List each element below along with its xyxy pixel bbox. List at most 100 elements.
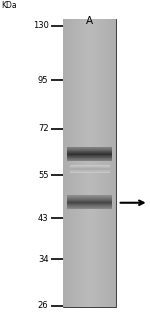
Bar: [100, 19, 101, 306]
Bar: [82, 19, 83, 306]
Bar: [70, 172, 110, 173]
Bar: [67, 200, 112, 202]
Bar: [67, 160, 112, 161]
Bar: [67, 156, 112, 157]
Bar: [67, 196, 112, 198]
Bar: [80, 19, 81, 306]
Bar: [96, 19, 97, 306]
Bar: [70, 166, 110, 167]
Bar: [67, 150, 112, 151]
Bar: [67, 152, 112, 154]
Bar: [67, 148, 112, 149]
Bar: [67, 149, 112, 150]
Bar: [67, 206, 112, 208]
Bar: [67, 158, 112, 160]
Bar: [67, 152, 112, 153]
Bar: [67, 150, 112, 152]
Text: 95: 95: [38, 76, 48, 85]
Bar: [67, 154, 112, 156]
Bar: [114, 19, 115, 306]
Bar: [115, 19, 116, 306]
Bar: [67, 200, 112, 201]
Bar: [111, 19, 112, 306]
Bar: [104, 19, 105, 306]
Bar: [70, 165, 110, 166]
Bar: [75, 19, 76, 306]
Bar: [67, 207, 112, 208]
Text: 34: 34: [38, 255, 48, 263]
Bar: [68, 19, 69, 306]
Bar: [70, 166, 110, 167]
Bar: [67, 195, 112, 197]
Bar: [67, 157, 112, 159]
Bar: [70, 171, 110, 172]
Bar: [67, 153, 112, 154]
Bar: [78, 19, 79, 306]
Bar: [74, 19, 75, 306]
Bar: [70, 165, 110, 166]
Bar: [105, 19, 106, 306]
Bar: [70, 167, 110, 168]
Bar: [112, 19, 113, 306]
Bar: [92, 19, 93, 306]
Bar: [73, 19, 74, 306]
Bar: [63, 19, 116, 306]
Bar: [70, 172, 110, 173]
Text: 130: 130: [33, 21, 48, 30]
Bar: [67, 159, 112, 161]
Bar: [69, 19, 70, 306]
Bar: [83, 19, 84, 306]
Bar: [88, 19, 89, 306]
Bar: [67, 201, 112, 202]
Bar: [95, 19, 96, 306]
Bar: [67, 155, 112, 156]
Bar: [67, 205, 112, 207]
Text: 72: 72: [38, 124, 48, 133]
Bar: [67, 159, 112, 160]
Bar: [108, 19, 109, 306]
Bar: [98, 19, 99, 306]
Text: KDa: KDa: [1, 1, 17, 10]
Text: A: A: [86, 16, 93, 26]
Bar: [67, 149, 112, 151]
Bar: [67, 203, 112, 204]
Bar: [70, 19, 71, 306]
Bar: [67, 201, 112, 203]
Bar: [67, 196, 112, 198]
Bar: [67, 208, 112, 209]
Bar: [81, 19, 82, 306]
Bar: [70, 167, 110, 168]
Bar: [107, 19, 108, 306]
Bar: [67, 147, 112, 149]
Bar: [71, 19, 72, 306]
Bar: [67, 198, 112, 200]
Bar: [67, 204, 112, 206]
Bar: [70, 168, 110, 169]
Bar: [84, 19, 85, 306]
Bar: [90, 19, 91, 306]
Bar: [67, 154, 112, 155]
Bar: [67, 154, 112, 155]
Bar: [70, 169, 110, 170]
Bar: [67, 206, 112, 207]
Bar: [64, 19, 65, 306]
Bar: [67, 151, 112, 153]
Bar: [72, 19, 73, 306]
Bar: [70, 167, 110, 168]
Bar: [70, 171, 110, 172]
Text: 55: 55: [38, 171, 48, 180]
Bar: [63, 19, 64, 306]
Bar: [101, 19, 102, 306]
Bar: [67, 203, 112, 205]
Bar: [67, 203, 112, 204]
Bar: [97, 19, 98, 306]
Bar: [67, 19, 68, 306]
Bar: [70, 167, 110, 168]
Bar: [67, 199, 112, 201]
Bar: [67, 207, 112, 208]
Bar: [89, 19, 90, 306]
Bar: [91, 19, 92, 306]
Bar: [67, 153, 112, 154]
Bar: [70, 170, 110, 171]
Bar: [67, 148, 112, 150]
